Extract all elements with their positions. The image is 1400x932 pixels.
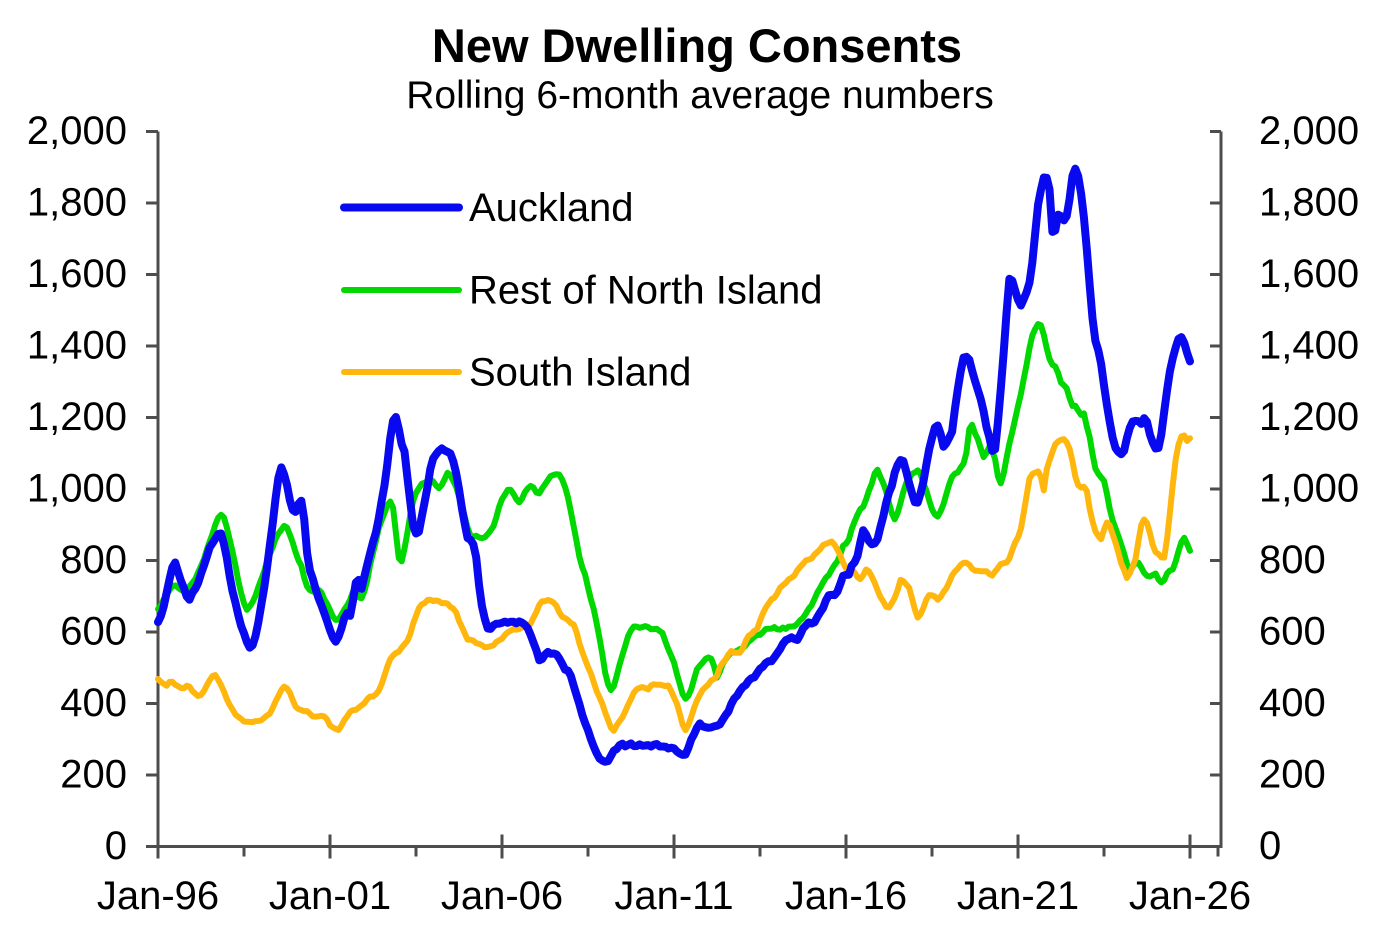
svg-text:800: 800 bbox=[60, 538, 127, 582]
svg-text:Jan-06: Jan-06 bbox=[441, 874, 563, 918]
svg-text:2,000: 2,000 bbox=[27, 109, 127, 153]
svg-text:New Dwelling Consents: New Dwelling Consents bbox=[432, 19, 962, 72]
svg-text:600: 600 bbox=[1259, 610, 1326, 654]
svg-text:South Island: South Island bbox=[469, 351, 691, 395]
svg-text:Auckland: Auckland bbox=[469, 186, 634, 230]
svg-text:1,600: 1,600 bbox=[27, 252, 127, 296]
svg-text:1,400: 1,400 bbox=[1259, 324, 1359, 368]
svg-text:Jan-96: Jan-96 bbox=[97, 874, 219, 918]
svg-text:Jan-16: Jan-16 bbox=[785, 874, 907, 918]
svg-text:Jan-01: Jan-01 bbox=[269, 874, 391, 918]
svg-text:1,400: 1,400 bbox=[27, 324, 127, 368]
svg-text:0: 0 bbox=[105, 824, 127, 868]
svg-text:200: 200 bbox=[60, 753, 127, 797]
svg-text:Jan-11: Jan-11 bbox=[614, 874, 733, 918]
svg-text:1,800: 1,800 bbox=[1259, 181, 1359, 225]
svg-text:200: 200 bbox=[1259, 753, 1326, 797]
svg-text:1,200: 1,200 bbox=[1259, 395, 1359, 439]
svg-text:600: 600 bbox=[60, 610, 127, 654]
svg-text:1,000: 1,000 bbox=[1259, 467, 1359, 511]
svg-text:Jan-21: Jan-21 bbox=[957, 874, 1079, 918]
svg-text:1,800: 1,800 bbox=[27, 181, 127, 225]
svg-text:1,600: 1,600 bbox=[1259, 252, 1359, 296]
svg-text:1,000: 1,000 bbox=[27, 467, 127, 511]
svg-text:800: 800 bbox=[1259, 538, 1326, 582]
svg-text:Rest of North Island: Rest of North Island bbox=[469, 269, 823, 313]
svg-text:400: 400 bbox=[60, 681, 127, 725]
svg-text:400: 400 bbox=[1259, 681, 1326, 725]
svg-text:2,000: 2,000 bbox=[1259, 109, 1359, 153]
svg-text:0: 0 bbox=[1259, 824, 1281, 868]
svg-text:1,200: 1,200 bbox=[27, 395, 127, 439]
svg-text:Rolling 6-month average number: Rolling 6-month average numbers bbox=[406, 74, 993, 117]
svg-text:Jan-26: Jan-26 bbox=[1129, 874, 1251, 918]
